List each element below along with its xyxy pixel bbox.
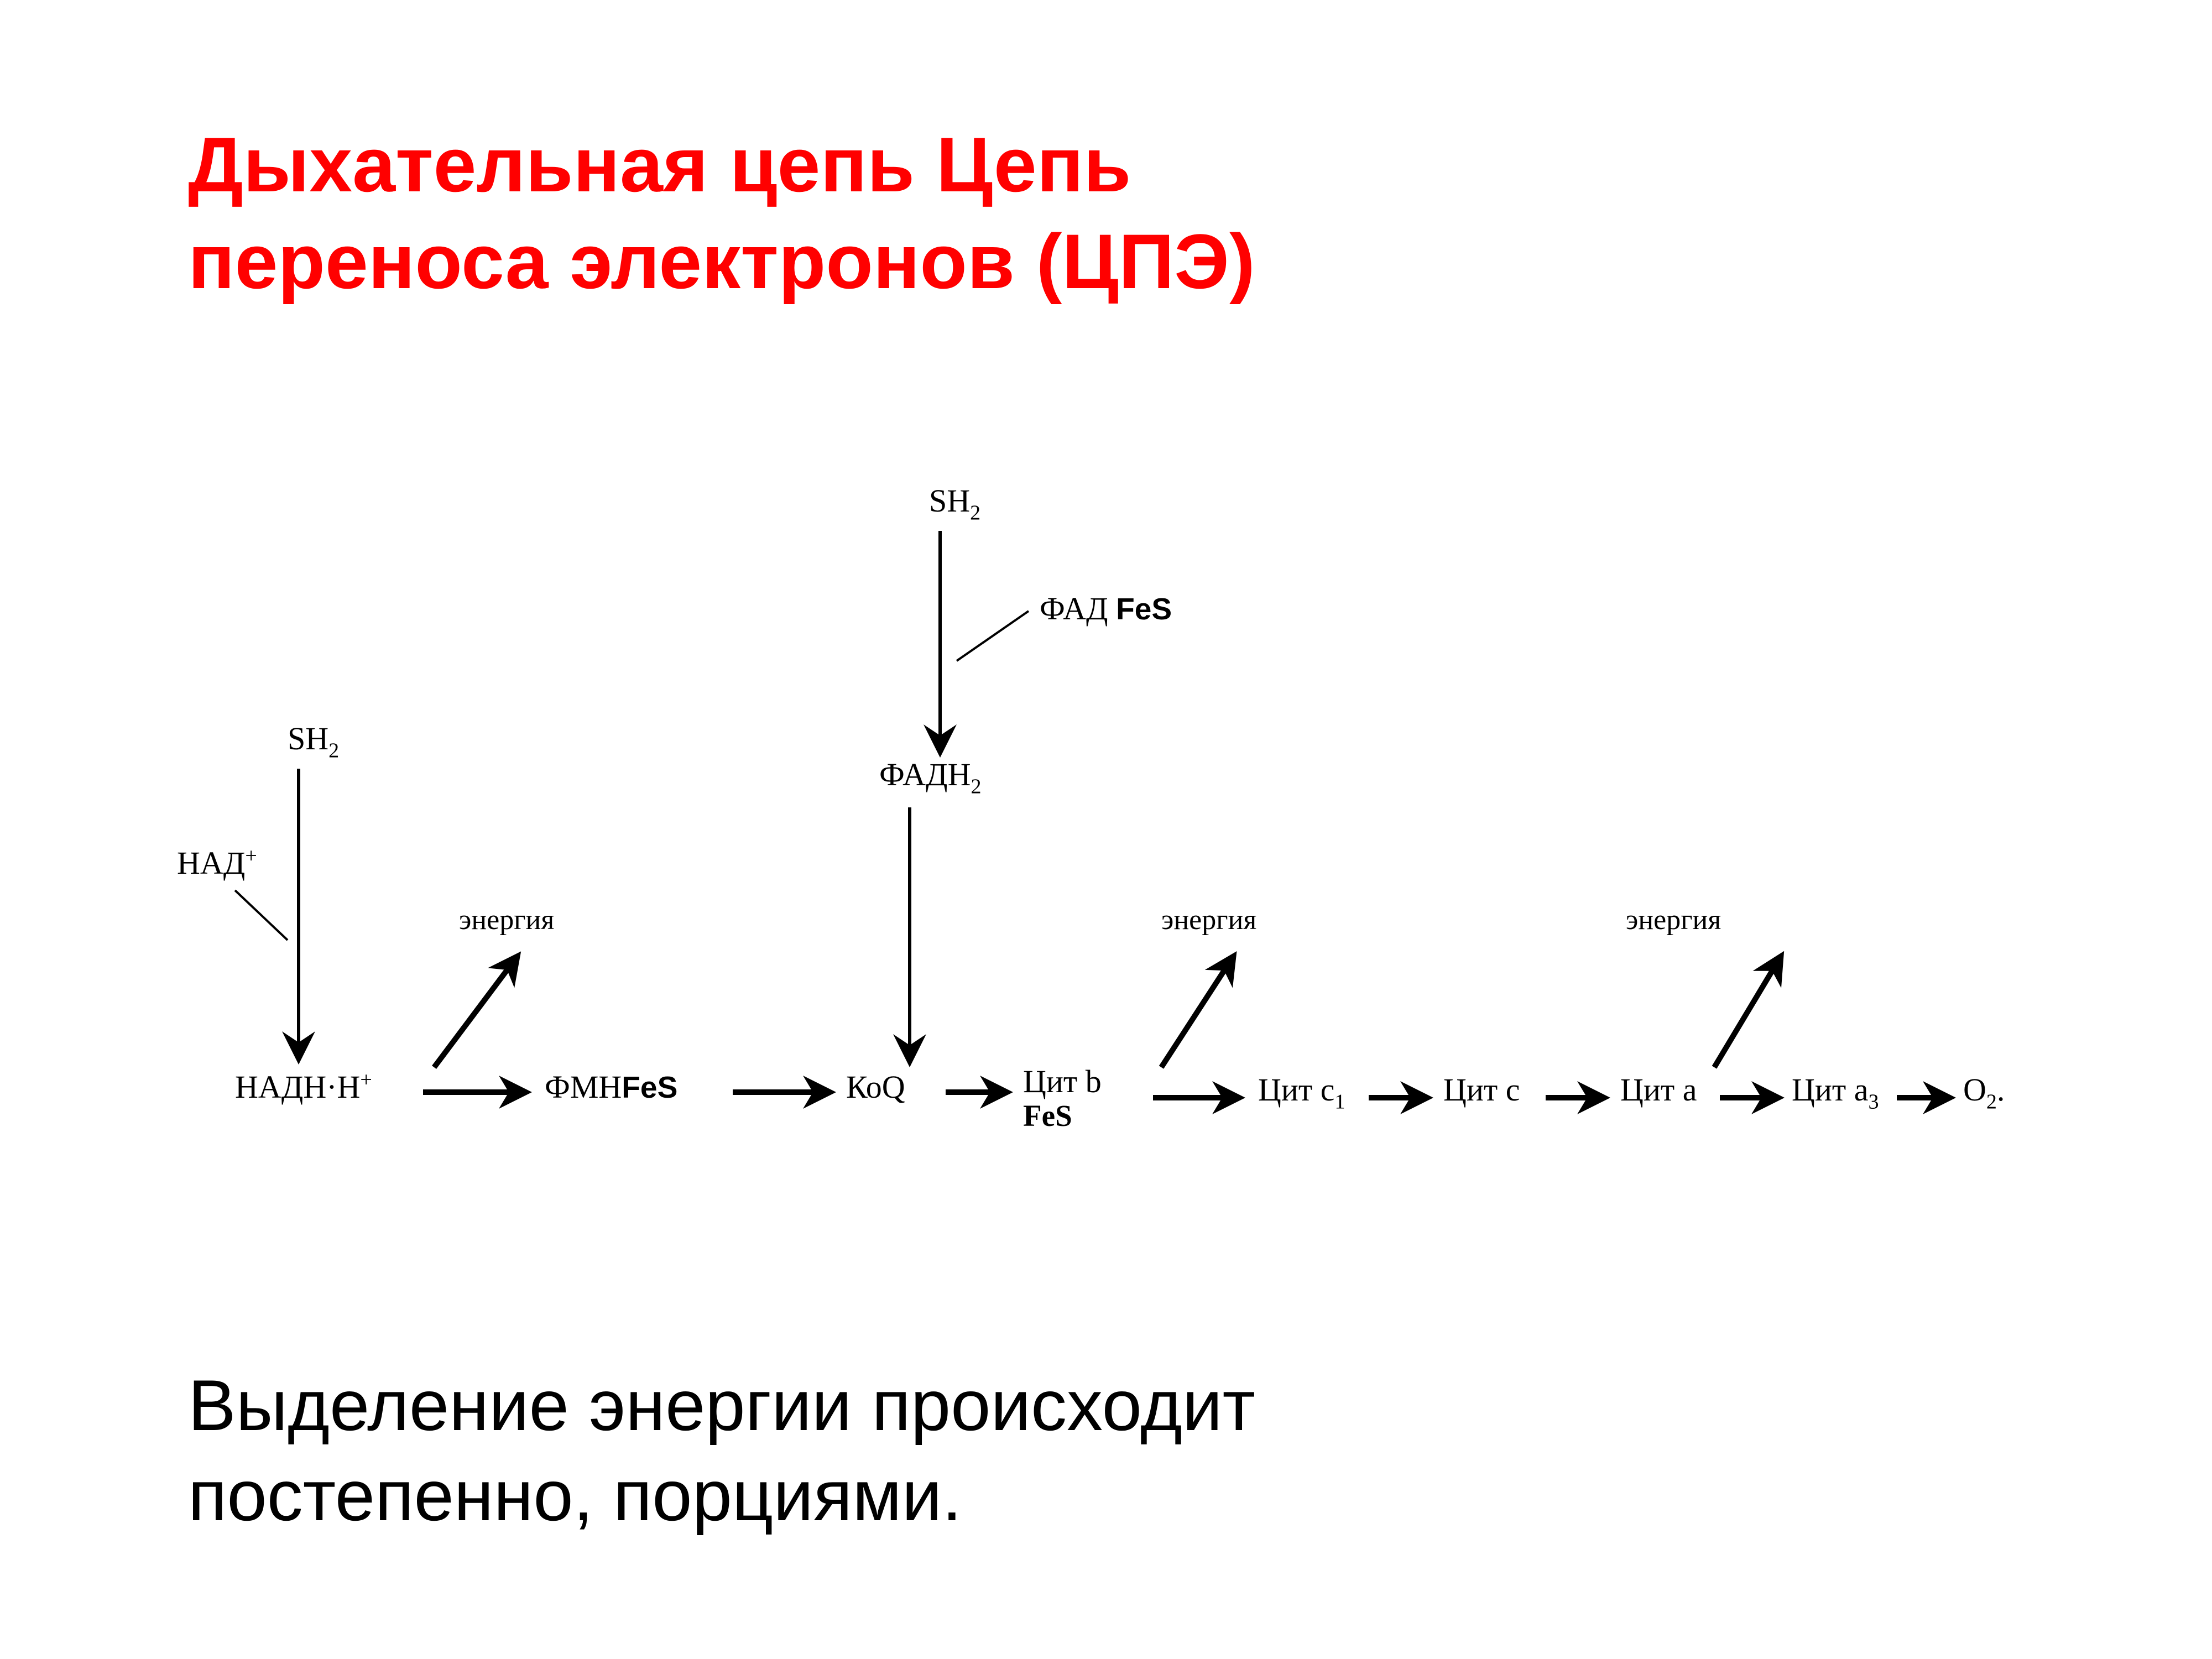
slide-title: Дыхательная цепь Цепь переноса электроно…	[188, 116, 1515, 310]
node-nad_plus: НАД+	[177, 844, 257, 881]
electron-transport-chain-slide: Дыхательная цепь Цепь переноса электроно…	[0, 0, 2212, 1659]
node-cyta3: Цит a3	[1792, 1072, 1879, 1114]
node-fmn: ФМНFeS	[545, 1069, 677, 1105]
edge-energy_arrow2	[1161, 957, 1233, 1067]
node-cytb: Цит b	[1023, 1063, 1102, 1099]
node-cytb-secondary: FeS	[1023, 1099, 1072, 1133]
edge-energy_arrow1	[434, 957, 517, 1067]
etc-diagram: SH2 ФАД FeS ФАДН2 SH2 НАД+ энергия энергия энер…	[127, 442, 2063, 1272]
node-energy1: энергия	[459, 904, 554, 936]
edge-fadfes_pointer	[957, 611, 1029, 661]
node-nadh: НАДН·Н+	[235, 1068, 372, 1105]
node-cytc1: Цит с1	[1258, 1072, 1345, 1114]
edge-energy_arrow3	[1714, 957, 1781, 1067]
node-o2: О2.	[1963, 1072, 2005, 1114]
node-cytc: Цит с	[1443, 1072, 1520, 1108]
slide-caption: Выделение энергии происходит постепенно,…	[188, 1360, 1847, 1540]
node-fadh2: ФАДН2	[879, 757, 982, 799]
node-sh2_left: SH2	[288, 721, 339, 763]
edge-nad_pointer	[235, 890, 288, 940]
node-energy3: энергия	[1626, 904, 1721, 936]
node-sh2_top: SH2	[929, 483, 980, 525]
node-fad_fes: ФАД FeS	[1040, 591, 1172, 627]
node-cyta: Цит a	[1620, 1072, 1697, 1108]
node-koq: КоQ	[846, 1069, 905, 1105]
node-energy2: энергия	[1161, 904, 1256, 936]
